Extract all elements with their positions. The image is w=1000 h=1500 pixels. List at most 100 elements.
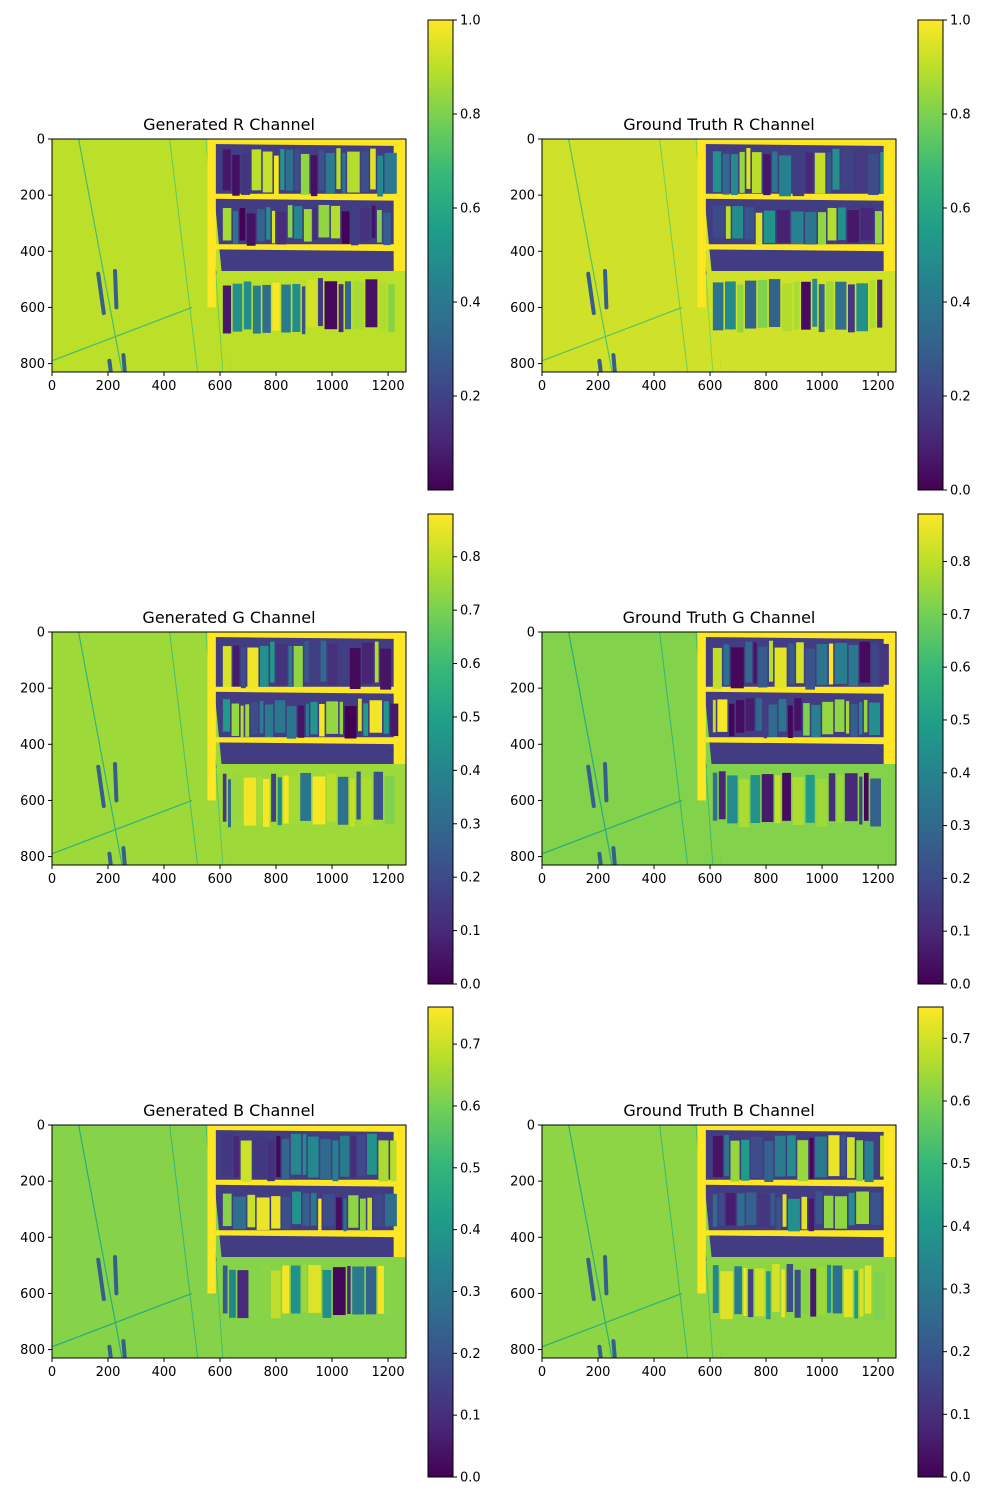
colorbar [427, 513, 454, 985]
book [322, 1269, 332, 1318]
y-tick-label: 800 [20, 850, 45, 865]
chart-title: Generated G Channel [142, 608, 315, 627]
handle [597, 851, 603, 865]
book [276, 1136, 281, 1177]
book [776, 210, 790, 243]
book [880, 643, 889, 685]
book [276, 643, 287, 685]
book [725, 206, 731, 239]
book [312, 776, 326, 825]
book [286, 706, 297, 739]
book [801, 281, 811, 330]
book [324, 281, 338, 330]
y-tick-label: 400 [20, 245, 45, 260]
book [343, 1198, 347, 1232]
x-tick-label: 1200 [372, 1365, 405, 1380]
colorbar-tick-label: 0.2 [460, 390, 481, 405]
book [869, 280, 876, 329]
book [835, 281, 847, 330]
book [253, 1137, 266, 1179]
book [347, 151, 360, 193]
colorbar-tick-label: 0.2 [950, 1345, 971, 1360]
channel-image [52, 1125, 406, 1358]
book [755, 698, 762, 731]
book [864, 1265, 872, 1314]
book [870, 778, 881, 827]
x-tick-label: 800 [264, 379, 289, 394]
book [730, 1140, 740, 1182]
handle [611, 1339, 617, 1358]
book [786, 1264, 794, 1312]
x-tick-label: 400 [152, 1365, 177, 1380]
book [300, 153, 310, 195]
book [302, 1193, 310, 1226]
book [327, 644, 338, 686]
x-tick-label: 1200 [862, 379, 895, 394]
book [811, 704, 821, 738]
cabinet-seam [169, 139, 199, 372]
book [735, 700, 745, 733]
book [332, 1140, 339, 1182]
book [834, 1196, 848, 1229]
x-tick-label: 200 [96, 379, 121, 394]
book [844, 773, 858, 822]
book [367, 1197, 372, 1231]
book [281, 284, 291, 333]
book [854, 150, 867, 192]
book [732, 206, 744, 239]
book [808, 1198, 815, 1232]
book [365, 1266, 377, 1315]
shelf-board [700, 139, 896, 147]
book [373, 771, 384, 820]
book [310, 1193, 317, 1226]
book [371, 205, 376, 239]
y-tick-label: 600 [510, 301, 535, 316]
chart-panel-3: Generated G Channel 0 200 400 600 800 1000 1200… [20, 513, 481, 993]
book [712, 151, 722, 193]
cabinet-seam [568, 632, 613, 865]
book [871, 644, 879, 686]
colorbar-tick-label: 1.0 [460, 14, 481, 29]
book [222, 149, 231, 191]
book [774, 647, 787, 689]
handle [113, 1254, 119, 1296]
colorbar [427, 1006, 454, 1478]
book [792, 777, 805, 826]
y-tick-label: 600 [20, 301, 45, 316]
book [728, 703, 735, 737]
handle [586, 764, 596, 809]
shelf-board [700, 1179, 896, 1187]
book [362, 777, 373, 826]
cabinet-seam [659, 139, 689, 372]
chart-panel-5: Generated B Channel 0 200 400 600 800 1000 1200… [20, 1006, 481, 1486]
book [390, 1140, 397, 1182]
x-tick-label: 400 [152, 872, 177, 887]
book [222, 773, 227, 822]
shelf-board [210, 1230, 406, 1238]
book [247, 1194, 256, 1228]
y-tick-label: 0 [527, 626, 535, 641]
book [757, 279, 768, 328]
book [741, 1139, 750, 1181]
shelf-board [210, 632, 406, 640]
handle [586, 1257, 596, 1302]
colorbar-tick-label: 0.4 [950, 1220, 971, 1235]
book [367, 1133, 377, 1175]
shelf-side [207, 139, 216, 308]
book [378, 282, 387, 331]
book [832, 1265, 843, 1314]
book [370, 148, 376, 190]
cabinet-seam [169, 632, 199, 865]
book [737, 1193, 745, 1226]
colorbar-tick-label: 0.6 [460, 1099, 481, 1114]
book [304, 641, 309, 682]
book [222, 207, 232, 241]
book [261, 1264, 270, 1313]
book [827, 207, 837, 241]
book [720, 1271, 733, 1320]
x-tick-label: 600 [208, 872, 233, 887]
colorbar-tick-label: 0.0 [950, 978, 971, 993]
book [836, 774, 844, 823]
book [723, 644, 730, 686]
